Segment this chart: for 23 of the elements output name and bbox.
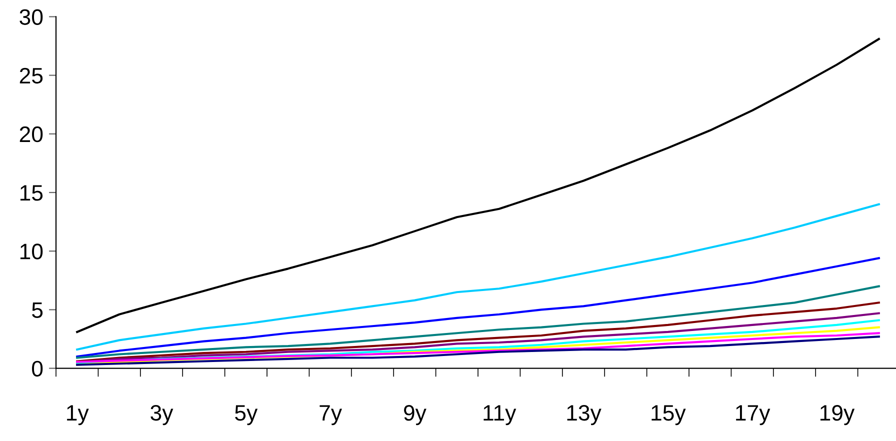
x-tick-label: 17y (736, 405, 770, 426)
x-tick-label: 11y (484, 405, 516, 426)
x-tick-label: 13y (567, 405, 602, 426)
line-series (76, 38, 880, 334)
x-tick-label: 7y (320, 405, 342, 426)
x-tick-label: 15y (652, 405, 686, 426)
x-tick-label: 1y (67, 405, 89, 426)
y-tick-label: 15 (20, 185, 43, 201)
y-tick-label: 5 (32, 302, 43, 318)
y-tick-label: 25 (20, 68, 43, 84)
x-tick-label: 19y (820, 405, 855, 426)
x-tick-label: 9y (404, 405, 426, 426)
x-tick-label: 3y (150, 405, 174, 426)
line-series (76, 319, 880, 365)
line-series (76, 285, 880, 359)
line-series (76, 302, 880, 362)
y-tick-label: 30 (20, 9, 43, 25)
y-tick-label: 10 (20, 244, 43, 260)
line-series (76, 257, 880, 358)
y-tick-label: 0 (32, 360, 43, 377)
y-tick-label: 20 (20, 126, 43, 142)
line-series (76, 203, 880, 351)
x-tick-label: 5y (235, 405, 258, 426)
